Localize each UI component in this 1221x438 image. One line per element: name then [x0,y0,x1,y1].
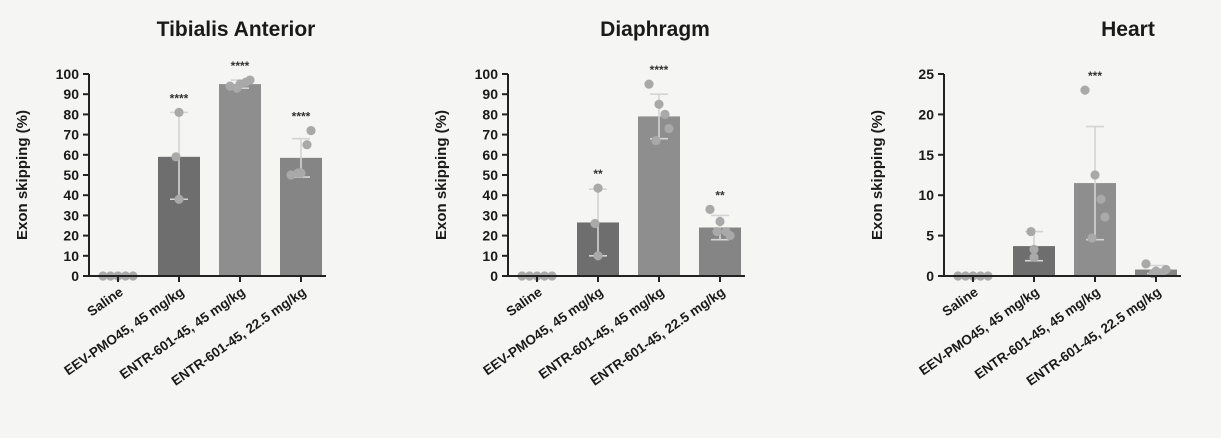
y-tick-label: 30 [482,207,498,223]
chart-title: Diaphragm [600,18,710,41]
x-category-label: Saline [940,284,982,319]
data-point [705,204,715,214]
data-point [306,125,316,136]
data-point [302,140,312,150]
y-tick-label: 40 [63,187,79,203]
y-tick-label: 15 [918,147,934,163]
y-tick-label: 30 [63,207,79,223]
data-point [171,152,181,162]
chart-title: Heart [1101,18,1155,41]
data-point [660,109,670,119]
y-tick-label: 90 [482,86,498,102]
chart-panel-3: Heart Exon skipping (%) *** 0 5 10 15 20 25 Salin… [869,18,1181,389]
chart-panel-1: Tibialis Anterior Exon skipping (%) **** **… [14,18,326,389]
y-tick-label: 0 [71,268,79,284]
data-point [664,123,674,134]
data-point [590,218,600,229]
y-tick-label: 100 [475,66,499,82]
y-tick-label: 10 [63,248,79,264]
data-point [1080,85,1090,95]
significance-label: *** [1088,69,1102,83]
data-point [593,183,603,193]
y-tick-label: 60 [482,147,498,163]
y-tick-label: 10 [918,187,934,203]
significance-label: ** [593,167,603,181]
y-tick-label: 20 [918,106,934,122]
data-point [715,216,725,227]
x-category-label: Saline [85,284,127,319]
y-axis-label: Exon skipping (%) [433,110,450,240]
bar [219,84,261,276]
data-point [232,83,242,93]
y-tick-label: 40 [482,187,498,203]
data-point [644,79,654,89]
y-tick-label: 80 [482,106,498,122]
data-point [1161,264,1171,275]
y-tick-label: 20 [63,228,79,244]
data-point [174,194,184,204]
significance-label: ** [715,188,725,202]
y-tick-label: 0 [926,268,934,284]
significance-label: **** [231,59,250,73]
data-point [654,99,664,109]
data-point [1029,244,1039,254]
y-tick-label: 60 [63,147,79,163]
data-point [245,75,255,85]
x-category-label: Saline [504,284,546,319]
data-point [1096,194,1106,204]
data-point [1029,252,1039,263]
y-tick-label: 100 [56,66,80,82]
y-tick-label: 70 [63,127,79,143]
data-point [1087,233,1097,243]
data-point [1100,212,1110,222]
significance-label: **** [650,63,669,77]
y-tick-label: 20 [482,228,498,244]
chart-title: Tibialis Anterior [157,18,316,41]
significance-label: **** [292,110,311,124]
data-point [1090,170,1100,180]
data-point [593,251,603,261]
data-point [651,136,661,146]
data-point [725,231,735,241]
significance-label: **** [170,91,189,105]
y-tick-label: 0 [490,268,498,284]
data-point [1026,226,1036,237]
y-tick-label: 90 [63,86,79,102]
y-tick-label: 50 [63,167,79,183]
data-point [293,168,303,178]
y-axis-label: Exon skipping (%) [869,110,886,240]
y-tick-label: 80 [63,106,79,122]
y-tick-label: 25 [918,66,934,82]
data-point [712,226,722,237]
y-tick-label: 50 [482,167,498,183]
data-point [174,107,184,117]
data-point [1141,259,1151,269]
data-point [286,170,296,180]
y-axis-label: Exon skipping (%) [14,110,31,240]
y-tick-label: 5 [926,228,934,244]
data-point [225,81,235,91]
y-tick-label: 70 [482,127,498,143]
y-tick-label: 10 [482,248,498,264]
